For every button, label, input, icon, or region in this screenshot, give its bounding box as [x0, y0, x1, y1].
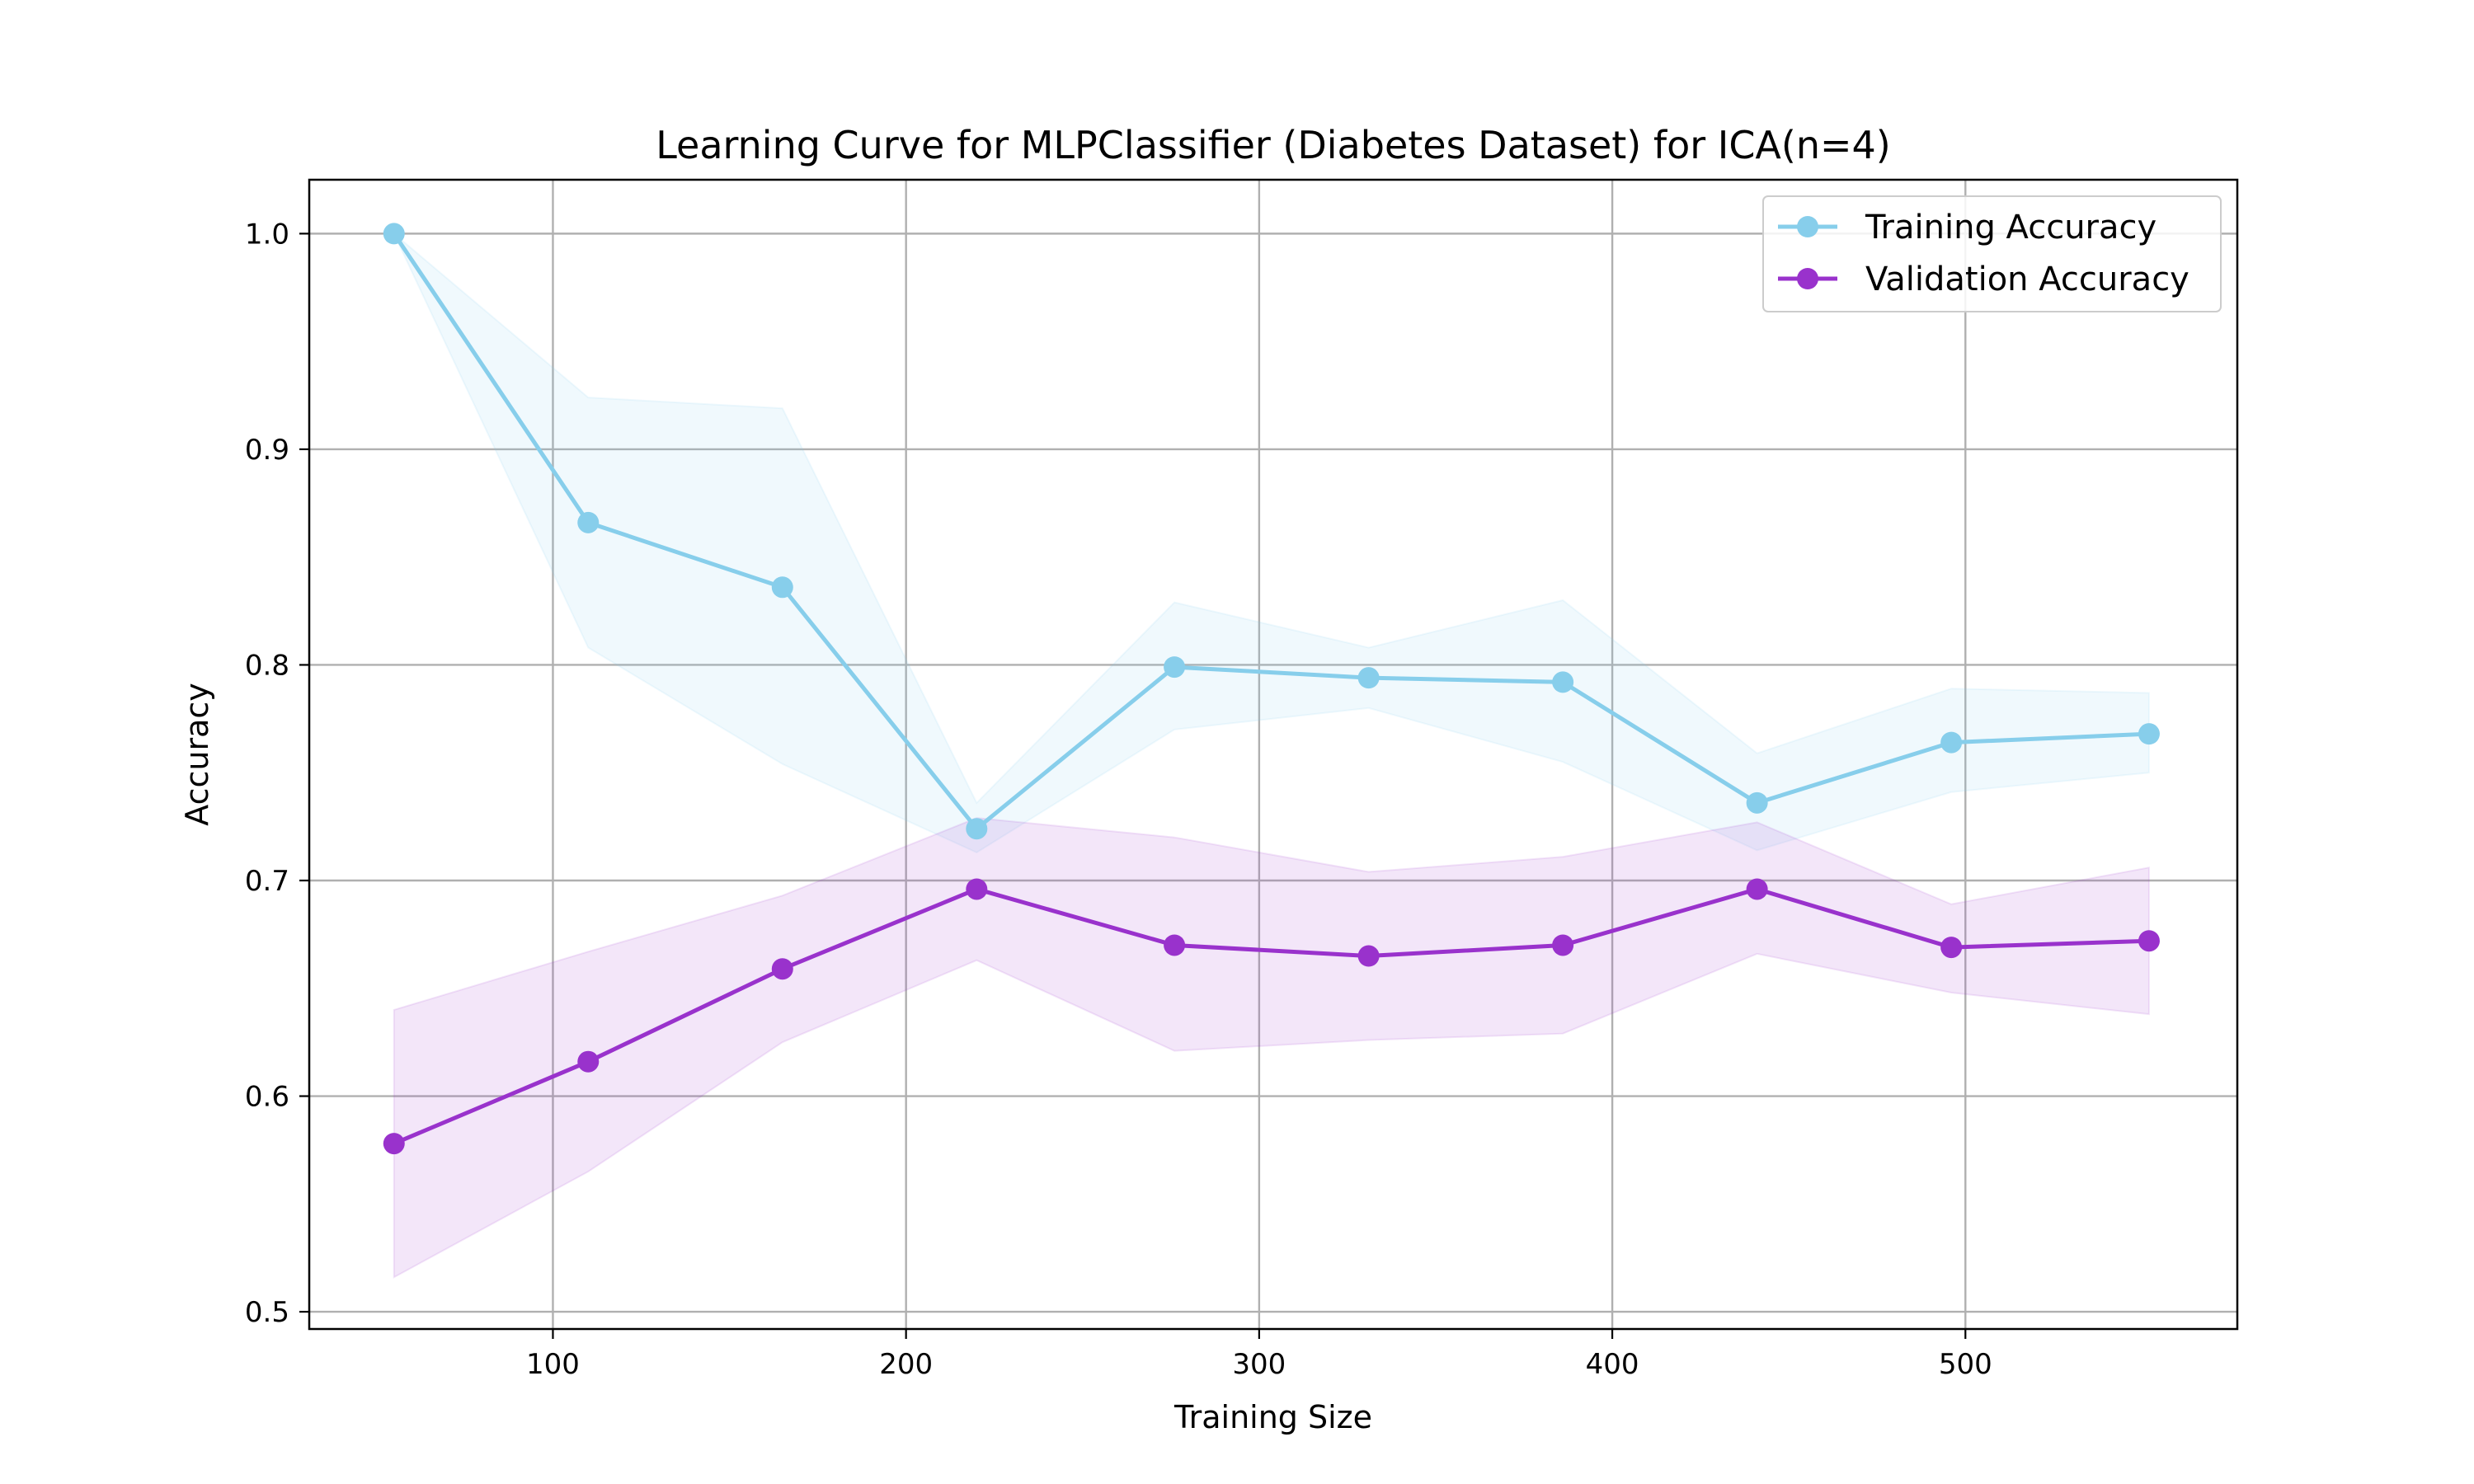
- legend-box: [1762, 195, 2222, 312]
- series-1-point: [966, 878, 988, 900]
- series-0-point: [1746, 791, 1768, 814]
- series-1-point: [1164, 934, 1186, 956]
- series-lines: [383, 223, 2160, 1155]
- series-0-line: [392, 232, 2150, 831]
- y-tick-label: 0.7: [245, 865, 289, 898]
- legend-entry-label: Training Accuracy: [1865, 209, 2157, 247]
- series-0-point: [383, 223, 405, 245]
- legend-swatch-marker: [1797, 268, 1818, 289]
- y-tick-label: 0.9: [245, 434, 289, 467]
- series-1-band: [393, 817, 2150, 1279]
- x-axis-label: Training Size: [1174, 1399, 1372, 1435]
- series-1-point: [1552, 934, 1574, 956]
- y-axis-label: Accuracy: [179, 683, 215, 826]
- y-tick-label: 0.5: [245, 1296, 289, 1329]
- series-1-point: [383, 1133, 405, 1155]
- x-tick-label: 200: [879, 1348, 933, 1381]
- series-0-point: [1357, 667, 1380, 689]
- series-0-point: [577, 511, 600, 533]
- plot-frame: [308, 178, 2239, 1331]
- series-1-point: [1357, 945, 1380, 967]
- x-tick-label: 100: [526, 1348, 580, 1381]
- legend-swatch-marker: [1797, 216, 1818, 237]
- y-tick-label: 0.8: [245, 649, 289, 682]
- series-0-point: [1552, 671, 1574, 693]
- legend: Training Accuracy Validation Accuracy: [1762, 195, 2222, 312]
- x-tick-label: 300: [1232, 1348, 1286, 1381]
- series-1-line: [393, 886, 2150, 1146]
- series-0-point: [1164, 656, 1186, 679]
- series-1-point: [2138, 930, 2160, 952]
- series-1-point: [771, 958, 793, 980]
- series-1-point: [1940, 937, 1963, 959]
- chart-title: Learning Curve for MLPClassifier (Diabet…: [656, 123, 1891, 167]
- series-1-point: [1746, 878, 1768, 900]
- series-0-point: [771, 576, 793, 599]
- x-tick-label: 500: [1939, 1348, 1992, 1381]
- series-0-point: [2138, 723, 2160, 745]
- y-tick-label: 0.6: [245, 1081, 289, 1114]
- series-1-point: [577, 1050, 600, 1073]
- legend-entry-label: Validation Accuracy: [1865, 261, 2189, 298]
- series-0-point: [966, 818, 988, 840]
- x-tick-label: 400: [1586, 1348, 1639, 1381]
- series-0-point: [1940, 731, 1963, 754]
- axis-ticks: 100 200 300 400 500 0.5 0.6 0.7 0.8 0.9 1.0: [245, 218, 1992, 1381]
- y-tick-label: 1.0: [245, 218, 289, 251]
